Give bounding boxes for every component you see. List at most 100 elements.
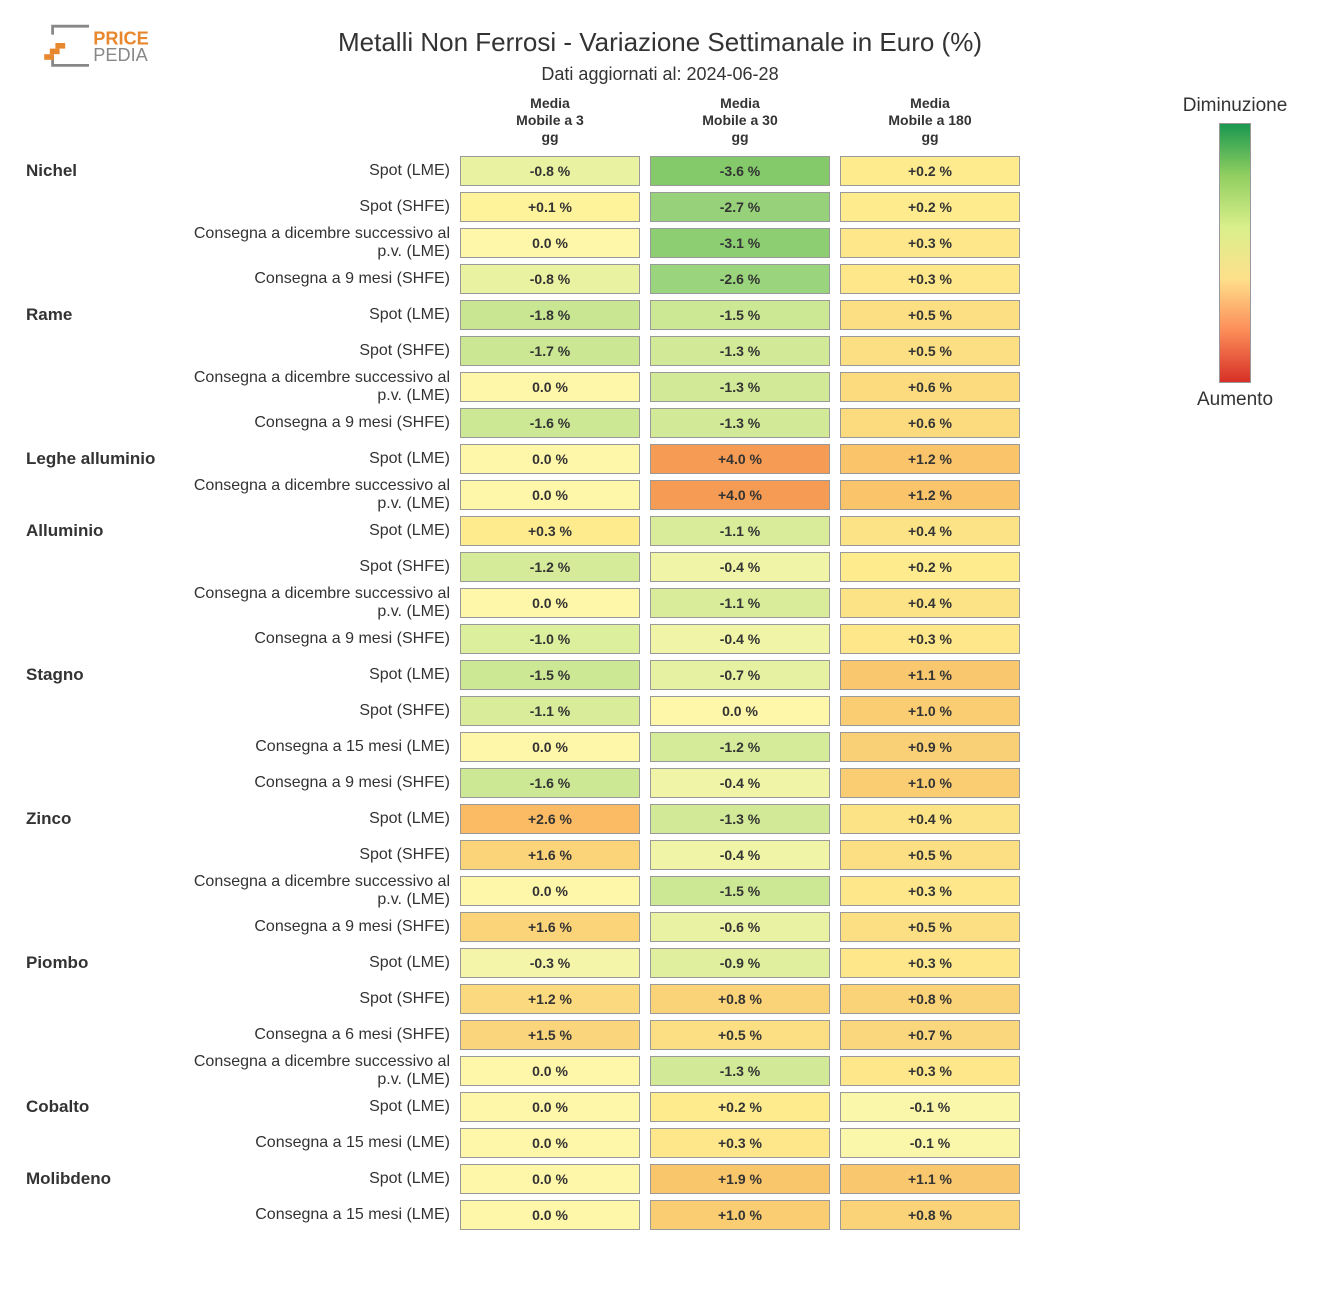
- heatmap-cell: -0.4 %: [650, 624, 830, 654]
- heatmap-cell: +1.2 %: [840, 480, 1020, 510]
- subcategory-label: Spot (SHFE): [180, 342, 460, 360]
- table-row: Consegna a 15 mesi (LME)0.0 %+0.3 %-0.1 …: [20, 1125, 1140, 1161]
- heatmap-cell: -1.7 %: [460, 336, 640, 366]
- category-label: Molibdeno: [20, 1169, 180, 1189]
- page-subtitle: Dati aggiornati al: 2024-06-28: [200, 64, 1120, 85]
- heatmap-cell: 0.0 %: [460, 1056, 640, 1086]
- subcategory-label: Spot (LME): [180, 450, 460, 468]
- heatmap-cell: +0.2 %: [650, 1092, 830, 1122]
- heatmap-cell: 0.0 %: [460, 372, 640, 402]
- subcategory-label: Spot (SHFE): [180, 702, 460, 720]
- heatmap-cell: -0.4 %: [650, 840, 830, 870]
- table-row: Spot (SHFE)-1.2 % -0.4 % +0.2 %: [20, 549, 1140, 585]
- pricepedia-logo-icon: PRICE PEDIA: [40, 20, 180, 80]
- subcategory-label: Spot (LME): [180, 1098, 460, 1116]
- table-row: Consegna a 9 mesi (SHFE)-1.6 %-1.3 %+0.6…: [20, 405, 1140, 441]
- heatmap-cell: -2.6 %: [650, 264, 830, 294]
- heatmap-cell: +1.0 %: [840, 696, 1020, 726]
- heatmap-cell: +1.6 %: [460, 840, 640, 870]
- heatmap-cell: +0.2 %: [840, 156, 1020, 186]
- heatmap-cell: -1.5 %: [650, 300, 830, 330]
- heatmap-cell: 0.0 %: [460, 1092, 640, 1122]
- table-row: Consegna a 9 mesi (SHFE)-0.8 %-2.6 %+0.3…: [20, 261, 1140, 297]
- header: PRICE PEDIA Metalli Non Ferrosi - Variaz…: [20, 20, 1300, 85]
- subcategory-label: Spot (LME): [180, 522, 460, 540]
- table-row: AlluminioSpot (LME)+0.3 %-1.1 %+0.4 %: [20, 513, 1140, 549]
- heatmap-cell: -1.1 %: [650, 588, 830, 618]
- category-label: Stagno: [20, 665, 180, 685]
- heatmap-cell: +1.9 %: [650, 1164, 830, 1194]
- heatmap-cell: -0.9 %: [650, 948, 830, 978]
- heatmap-cell: -3.1 %: [650, 228, 830, 258]
- table-row: Consegna a dicembre successivo al p.v. (…: [20, 1053, 1140, 1089]
- heatmap-cell: +1.1 %: [840, 660, 1020, 690]
- heatmap-cell: 0.0 %: [460, 876, 640, 906]
- heatmap-cell: +0.2 %: [840, 552, 1020, 582]
- table-row: Consegna a 15 mesi (LME)0.0 %+1.0 %+0.8 …: [20, 1197, 1140, 1233]
- heatmap-cell: +0.4 %: [840, 804, 1020, 834]
- table-row: PiomboSpot (LME)-0.3 %-0.9 %+0.3 %: [20, 945, 1140, 981]
- column-header: Media Mobile a 3 gg: [460, 95, 640, 145]
- subcategory-label: Spot (SHFE): [180, 990, 460, 1008]
- heatmap-cell: +0.3 %: [840, 948, 1020, 978]
- heatmap-cell: +0.8 %: [840, 984, 1020, 1014]
- heatmap-cell: -1.5 %: [650, 876, 830, 906]
- table-row: Spot (SHFE)+1.6 %-0.4 %+0.5 %: [20, 837, 1140, 873]
- subcategory-label: Consegna a dicembre successivo al p.v. (…: [180, 225, 460, 261]
- logo: PRICE PEDIA: [20, 20, 200, 85]
- subcategory-label: Consegna a dicembre successivo al p.v. (…: [180, 873, 460, 909]
- subcategory-label: Consegna a dicembre successivo al p.v. (…: [180, 585, 460, 621]
- heatmap-cell: -0.6 %: [650, 912, 830, 942]
- subcategory-label: Spot (LME): [180, 162, 460, 180]
- subcategory-label: Spot (LME): [180, 1170, 460, 1188]
- table-row: Spot (SHFE)-1.1 %0.0 %+1.0 %: [20, 693, 1140, 729]
- heatmap-cell: +0.2 %: [840, 192, 1020, 222]
- heatmap-cell: +0.3 %: [650, 1128, 830, 1158]
- heatmap-cell: +1.0 %: [840, 768, 1020, 798]
- legend-gradient-bar: [1219, 123, 1251, 383]
- heatmap-cell: +0.8 %: [650, 984, 830, 1014]
- heatmap-cell: -0.4 %: [650, 552, 830, 582]
- heatmap-cell: 0.0 %: [650, 696, 830, 726]
- heatmap-cell: -1.2 %: [460, 552, 640, 582]
- logo-text-bottom: PEDIA: [93, 45, 148, 65]
- subcategory-label: Spot (LME): [180, 954, 460, 972]
- subcategory-label: Spot (LME): [180, 306, 460, 324]
- table-row: Spot (SHFE)-1.7 %-1.3 %+0.5 %: [20, 333, 1140, 369]
- heatmap-cell: +0.9 %: [840, 732, 1020, 762]
- heatmap-cell: 0.0 %: [460, 588, 640, 618]
- category-label: Cobalto: [20, 1097, 180, 1117]
- heatmap-cell: 0.0 %: [460, 732, 640, 762]
- column-header: Media Mobile a 30 gg: [650, 95, 830, 145]
- heatmap-cell: -0.8 %: [460, 264, 640, 294]
- subcategory-label: Consegna a dicembre successivo al p.v. (…: [180, 477, 460, 513]
- heatmap-cell: -3.6 %: [650, 156, 830, 186]
- heatmap-cell: +0.7 %: [840, 1020, 1020, 1050]
- legend-bottom-label: Aumento: [1170, 389, 1300, 411]
- subcategory-label: Spot (SHFE): [180, 558, 460, 576]
- table-row: CobaltoSpot (LME)0.0 %+0.2 %-0.1 %: [20, 1089, 1140, 1125]
- table-row: StagnoSpot (LME)-1.5 %-0.7 %+1.1 %: [20, 657, 1140, 693]
- heatmap-cell: -1.1 %: [650, 516, 830, 546]
- table-row: Consegna a dicembre successivo al p.v. (…: [20, 477, 1140, 513]
- heatmap-cell: -1.3 %: [650, 804, 830, 834]
- table-row: Consegna a 15 mesi (LME)0.0 %-1.2 %+0.9 …: [20, 729, 1140, 765]
- heatmap-cell: +0.3 %: [840, 228, 1020, 258]
- subcategory-label: Consegna a 9 mesi (SHFE): [180, 270, 460, 288]
- subcategory-label: Consegna a 9 mesi (SHFE): [180, 918, 460, 936]
- subcategory-label: Consegna a 15 mesi (LME): [180, 1206, 460, 1224]
- table-row: Spot (SHFE)+1.2 %+0.8 %+0.8 %: [20, 981, 1140, 1017]
- heatmap-cell: -1.5 %: [460, 660, 640, 690]
- table-row: Consegna a dicembre successivo al p.v. (…: [20, 873, 1140, 909]
- heatmap-cell: 0.0 %: [460, 1200, 640, 1230]
- heatmap-cell: +0.5 %: [840, 840, 1020, 870]
- table-row: Consegna a 6 mesi (SHFE)+1.5 %+0.5 %+0.7…: [20, 1017, 1140, 1053]
- heatmap-cell: -0.3 %: [460, 948, 640, 978]
- heatmap-cell: +0.5 %: [840, 336, 1020, 366]
- heatmap-cell: 0.0 %: [460, 444, 640, 474]
- subcategory-label: Consegna a dicembre successivo al p.v. (…: [180, 369, 460, 405]
- heatmap-cell: +0.6 %: [840, 372, 1020, 402]
- heatmap-cell: +0.5 %: [840, 912, 1020, 942]
- subcategory-label: Consegna a 9 mesi (SHFE): [180, 630, 460, 648]
- subcategory-label: Spot (SHFE): [180, 198, 460, 216]
